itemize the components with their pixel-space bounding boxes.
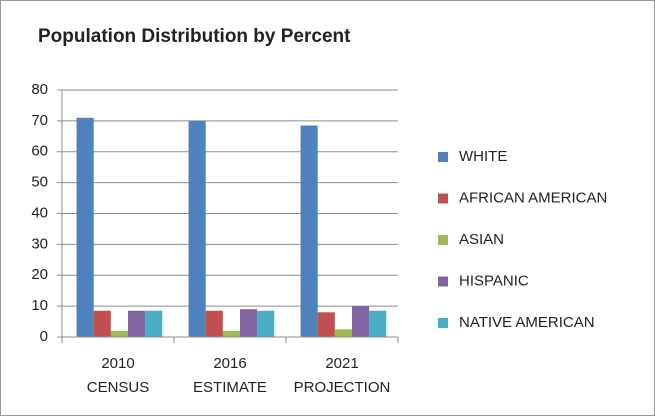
- legend-label: AFRICAN AMERICAN: [459, 189, 607, 206]
- bar: [145, 310, 163, 337]
- legend-swatch: [438, 276, 448, 287]
- legend-label: WHITE: [459, 148, 507, 165]
- bar: [300, 125, 318, 337]
- bar: [334, 329, 352, 337]
- y-tick-label: 40: [31, 204, 48, 221]
- y-tick-label: 0: [40, 328, 48, 345]
- bar: [76, 117, 94, 337]
- bar: [369, 310, 387, 337]
- y-tick-label: 80: [31, 81, 48, 98]
- y-tick-label: 60: [31, 143, 48, 160]
- bar: [110, 330, 128, 337]
- bar: [127, 310, 146, 337]
- legend-swatch: [438, 235, 448, 245]
- y-tick-label: 30: [31, 235, 48, 252]
- legend-swatch: [438, 152, 448, 162]
- bar: [257, 310, 275, 337]
- legend-label: HISPANIC: [459, 272, 529, 289]
- x-tick-label: 2016 ESTIMATE: [193, 355, 267, 396]
- y-tick-label: 50: [31, 174, 48, 191]
- bar: [93, 310, 111, 337]
- bar: [205, 310, 223, 337]
- bar: [188, 120, 206, 337]
- x-tick-label: 2010 CENSUS: [87, 355, 150, 396]
- bar: [317, 312, 335, 337]
- bar: [351, 306, 370, 337]
- legend-swatch: [438, 318, 448, 328]
- y-tick-label: 70: [31, 112, 48, 129]
- legend-label: NATIVE AMERICAN: [459, 314, 595, 331]
- bar: [222, 330, 240, 337]
- y-tick-label: 10: [31, 297, 48, 314]
- legend-label: ASIAN: [459, 231, 504, 248]
- y-tick-label: 20: [31, 266, 48, 283]
- legend-swatch: [438, 193, 448, 204]
- x-tick-label: 2021 PROJECTION: [294, 355, 391, 396]
- bar: [239, 309, 258, 337]
- chart-title: Population Distribution by Percent: [38, 26, 351, 47]
